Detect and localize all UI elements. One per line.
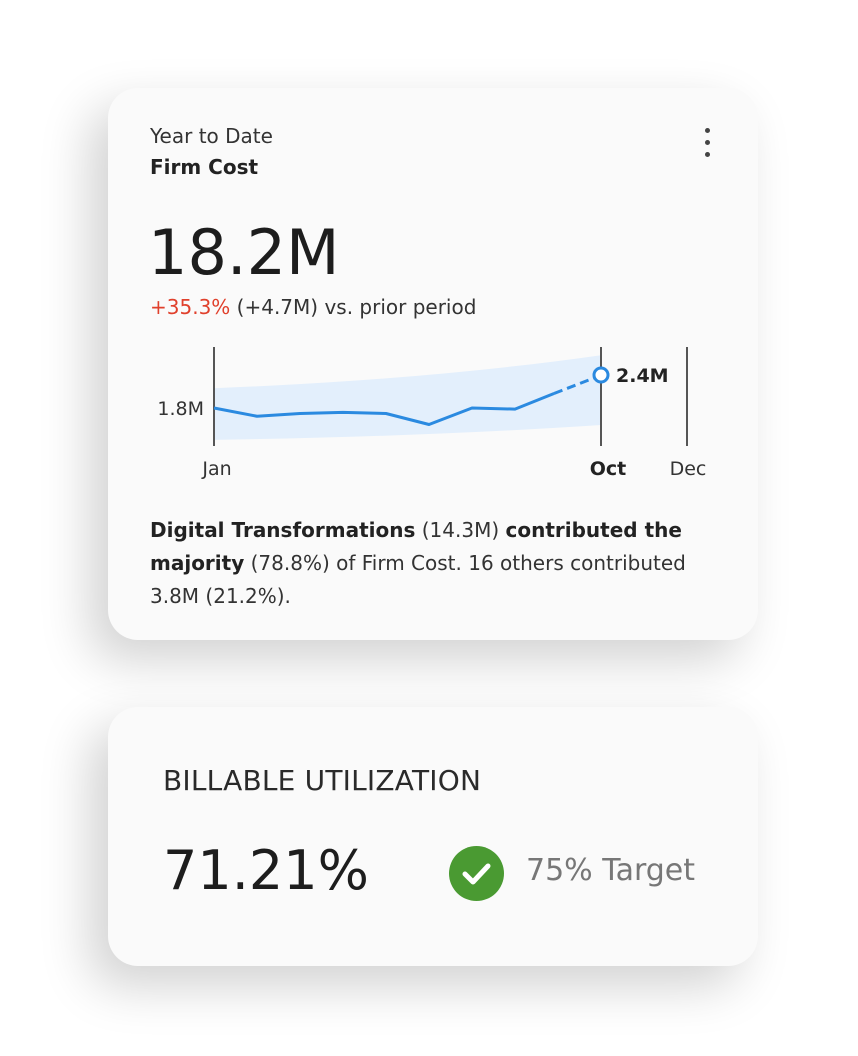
card-subtitle: Year to Date (150, 124, 273, 148)
x-tick-label: Dec (670, 458, 707, 480)
confidence-band (214, 355, 601, 440)
billable-utilization-card: BILLABLE UTILIZATION 71.21% 75% Target (108, 707, 758, 966)
kpi-title: BILLABLE UTILIZATION (163, 764, 482, 797)
series-line (213, 392, 555, 426)
more-vertical-icon[interactable] (698, 128, 716, 164)
change-detail: (+4.7M) vs. prior period (230, 295, 477, 319)
x-tick-label: Jan (201, 458, 231, 480)
change-percent: +35.3% (150, 295, 231, 319)
x-tick-label: Oct (590, 458, 627, 480)
summary-text: Digital Transformations (14.3M) contribu… (150, 514, 690, 613)
target-label: 75% Target (526, 853, 696, 888)
check-circle-icon (449, 846, 504, 901)
firm-cost-card: Year to Date Firm Cost 18.2M +35.3% (+4.… (108, 88, 758, 640)
total-value: 18.2M (148, 216, 340, 289)
current-point-marker (592, 366, 610, 384)
start-value-label: 1.8M (157, 398, 204, 420)
end-value-label: 2.4M (616, 365, 669, 387)
series-line-projected (553, 376, 595, 395)
majority-label: contributed the majority (150, 518, 682, 575)
top-contributor-value: (14.3M) (415, 518, 506, 542)
top-contributor: Digital Transformations (150, 518, 416, 542)
trend-chart: 1.8M 2.4M Jan Oct Dec (157, 347, 707, 480)
summary-rest: (78.8%) of Firm Cost. 16 others contribu… (150, 551, 686, 608)
card-title: Firm Cost (150, 155, 259, 179)
kpi-value: 71.21% (163, 839, 369, 902)
change-text: +35.3% (+4.7M) vs. prior period (150, 295, 476, 319)
